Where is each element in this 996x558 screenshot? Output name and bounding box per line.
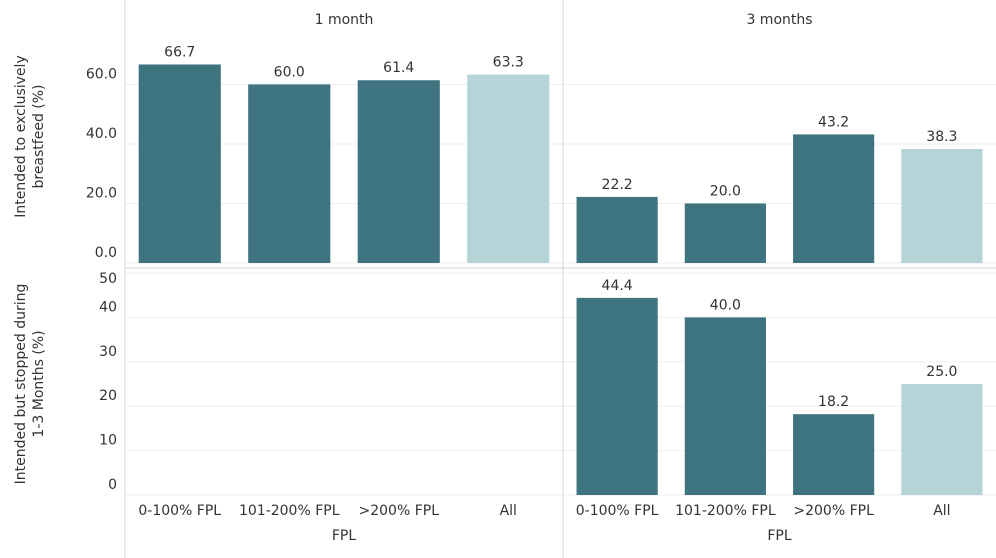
y-axis-label: Intended but stopped during 1-3 Months (%… <box>13 284 47 485</box>
bar <box>467 74 550 263</box>
data-label: 66.7 <box>164 44 195 60</box>
y-tick-label: 10 <box>99 433 117 449</box>
bar <box>138 64 221 263</box>
y-axis-label-line: Intended to exclusively <box>13 55 29 217</box>
x-tick-label: 0-100% FPL <box>576 503 659 519</box>
x-tick-label: 0-100% FPL <box>138 503 221 519</box>
bar <box>357 80 440 263</box>
bar <box>576 297 658 495</box>
x-axis-label: FPL <box>332 528 356 544</box>
bar <box>684 317 766 495</box>
y-axis-label-line: Intended but stopped during <box>13 284 29 485</box>
data-label: 44.4 <box>602 278 633 294</box>
y-tick-label: 60.0 <box>86 66 117 82</box>
bar <box>793 414 875 495</box>
y-tick-label: 0.0 <box>95 245 117 261</box>
x-axis-label: FPL <box>767 528 791 544</box>
x-tick-label: >200% FPL <box>359 503 440 519</box>
y-tick-label: 40.0 <box>86 126 117 142</box>
y-tick-label: 20.0 <box>86 185 117 201</box>
data-label: 40.0 <box>710 297 741 313</box>
y-tick-label: 40 <box>99 299 117 315</box>
bar <box>901 384 983 495</box>
column-header: 3 months <box>746 12 812 28</box>
bar <box>901 149 983 263</box>
y-tick-label: 0 <box>108 477 117 493</box>
y-axis-label: Intended to exclusively breastfeed (%) <box>13 55 47 217</box>
bar <box>248 84 331 263</box>
x-tick-label: 101-200% FPL <box>239 503 340 519</box>
y-tick-label: 50 <box>99 271 117 287</box>
data-label: 61.4 <box>383 60 414 76</box>
data-label: 63.3 <box>493 55 524 71</box>
x-tick-label: 101-200% FPL <box>675 503 776 519</box>
x-tick-label: All <box>933 503 950 519</box>
data-label: 20.0 <box>710 183 741 199</box>
bar <box>576 196 658 263</box>
data-label: 60.0 <box>274 64 305 80</box>
data-label: 43.2 <box>818 114 849 130</box>
bar <box>793 134 875 263</box>
bar <box>684 203 766 263</box>
data-label: 22.2 <box>602 177 633 193</box>
y-tick-label: 20 <box>99 388 117 404</box>
column-header: 1 month <box>315 12 374 28</box>
x-tick-label: >200% FPL <box>793 503 874 519</box>
y-axis-label-line: 1-3 Months (%) <box>31 330 47 437</box>
data-label: 25.0 <box>926 364 957 380</box>
data-label: 38.3 <box>926 129 957 145</box>
data-label: 18.2 <box>818 394 849 410</box>
x-tick-label: All <box>500 503 517 519</box>
y-tick-label: 30 <box>99 344 117 360</box>
y-axis-label-line: breastfeed (%) <box>31 84 47 188</box>
